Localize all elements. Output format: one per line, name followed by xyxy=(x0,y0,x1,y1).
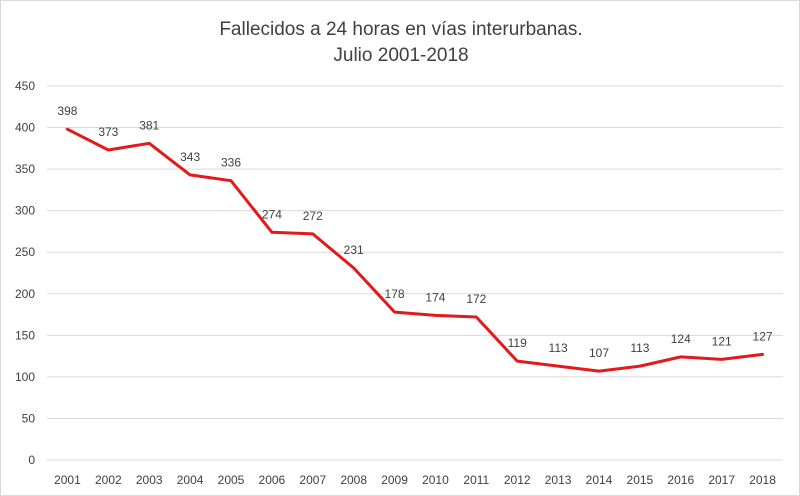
data-label: 127 xyxy=(753,329,773,343)
y-tick-label: 50 xyxy=(22,411,36,425)
y-tick-label: 300 xyxy=(15,204,35,218)
x-tick-label: 2007 xyxy=(299,473,326,487)
y-axis: 0 50 100 150 200 250 300 350 400 450 xyxy=(15,79,35,467)
data-label: 272 xyxy=(303,209,323,223)
x-tick-label: 2010 xyxy=(422,473,449,487)
x-tick-label: 2017 xyxy=(708,473,735,487)
x-tick-label: 2009 xyxy=(381,473,408,487)
chart-title-line-1: Fallecidos a 24 horas en vías interurban… xyxy=(219,19,582,40)
data-label: 231 xyxy=(344,243,364,257)
data-label: 174 xyxy=(425,290,445,304)
x-tick-label: 2012 xyxy=(504,473,531,487)
data-label: 124 xyxy=(671,332,691,346)
data-label: 373 xyxy=(98,125,118,139)
series xyxy=(65,127,765,373)
data-label: 381 xyxy=(139,118,159,132)
x-axis: 2001 2002 2003 2004 2005 2006 2007 2008 2009 2010… xyxy=(54,473,776,487)
x-tick-label: 2003 xyxy=(136,473,163,487)
data-label: 121 xyxy=(712,334,732,348)
data-label: 107 xyxy=(589,346,609,360)
data-label: 336 xyxy=(221,156,241,170)
data-label: 343 xyxy=(180,150,200,164)
x-tick-label: 2011 xyxy=(463,473,489,487)
x-tick-label: 2014 xyxy=(586,473,613,487)
x-tick-label: 2005 xyxy=(218,473,245,487)
x-tick-label: 2004 xyxy=(177,473,204,487)
series-line xyxy=(65,127,765,373)
data-label: 178 xyxy=(385,287,405,301)
gridlines xyxy=(47,85,783,461)
y-tick-label: 200 xyxy=(15,287,35,301)
data-label: 113 xyxy=(549,341,568,355)
x-tick-label: 2015 xyxy=(627,473,654,487)
y-tick-label: 450 xyxy=(15,79,35,93)
data-label: 172 xyxy=(466,292,486,306)
y-tick-label: 0 xyxy=(28,453,35,467)
x-tick-label: 2001 xyxy=(54,473,81,487)
x-tick-label: 2018 xyxy=(749,473,776,487)
x-tick-label: 2006 xyxy=(259,473,286,487)
chart-title-line-2: Julio 2001-2018 xyxy=(333,45,468,66)
data-labels: 398 373 381 343 336 274 272 231 178 174 172 119 113 1… xyxy=(57,104,772,360)
y-tick-label: 350 xyxy=(15,162,35,176)
chart-title: Fallecidos a 24 horas en vías interurban… xyxy=(219,19,582,66)
y-tick-label: 150 xyxy=(15,328,35,342)
x-tick-label: 2016 xyxy=(667,473,694,487)
y-tick-label: 100 xyxy=(15,370,35,384)
x-tick-label: 2008 xyxy=(340,473,367,487)
x-tick-label: 2002 xyxy=(95,473,122,487)
data-label: 398 xyxy=(57,104,77,118)
y-tick-label: 400 xyxy=(15,121,35,135)
data-label: 113 xyxy=(630,341,649,355)
data-label: 119 xyxy=(508,336,527,350)
data-label: 274 xyxy=(262,207,282,221)
x-tick-label: 2013 xyxy=(545,473,572,487)
y-tick-label: 250 xyxy=(15,245,35,259)
